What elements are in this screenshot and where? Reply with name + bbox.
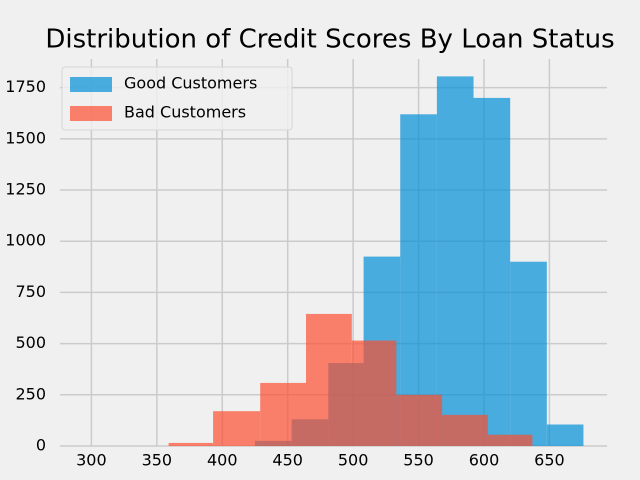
y-tick-label: 0 — [36, 436, 46, 455]
bar — [213, 411, 261, 446]
y-tick-label: 1500 — [5, 128, 46, 147]
chart-title: Distribution of Credit Scores By Loan St… — [45, 25, 614, 55]
legend-label: Good Customers — [124, 74, 257, 93]
bar — [487, 434, 533, 446]
legend-label: Bad Customers — [124, 103, 246, 122]
legend-box — [61, 66, 293, 131]
bar — [473, 97, 511, 447]
x-tick-label: 650 — [534, 451, 565, 470]
legend-swatch — [70, 106, 112, 121]
bar — [442, 414, 488, 446]
bar — [400, 114, 437, 447]
x-tick-label: 550 — [403, 451, 434, 470]
x-tick-label: 500 — [338, 451, 369, 470]
y-tick-label: 1000 — [5, 231, 46, 250]
x-tick-label: 450 — [272, 451, 303, 470]
y-tick-label: 1250 — [5, 180, 46, 199]
y-tick-label: 500 — [15, 333, 46, 352]
y-tick-label: 750 — [15, 282, 46, 301]
bar — [351, 340, 397, 446]
y-tick-label: 1750 — [5, 77, 46, 96]
bar — [510, 261, 547, 446]
y-tick-label: 250 — [15, 384, 46, 403]
bar — [396, 394, 443, 446]
x-tick-label: 600 — [469, 451, 500, 470]
x-tick-label: 400 — [207, 451, 238, 470]
bar — [436, 76, 474, 447]
legend-swatch — [70, 77, 112, 92]
bar — [168, 442, 214, 446]
bar — [260, 382, 307, 446]
x-axis-label: Credit Score — [272, 477, 395, 480]
bar — [546, 424, 584, 446]
x-tick-label: 350 — [142, 451, 173, 470]
x-tick-label: 300 — [76, 451, 107, 470]
bar — [306, 313, 352, 446]
